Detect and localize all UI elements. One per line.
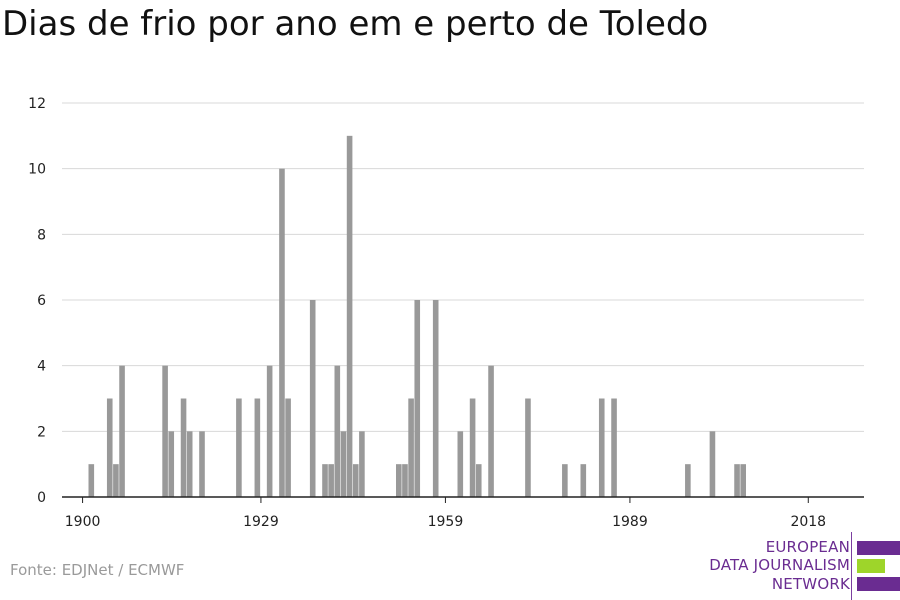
- bar-1981: [580, 464, 587, 497]
- bar-1998: [685, 464, 691, 497]
- y-tick-label: 0: [37, 490, 46, 506]
- bar-1925: [236, 398, 242, 497]
- bar-1933: [285, 398, 291, 497]
- y-tick-label: 2: [37, 424, 46, 440]
- x-axis-ticks: 1900 1929 1959 1989 2018: [65, 497, 826, 530]
- y-axis-labels: 0 2 4 6 8 10 12: [28, 96, 46, 506]
- x-tick-label: 2018: [790, 514, 826, 530]
- bar-1917: [186, 431, 193, 497]
- bar-1932: [279, 168, 285, 497]
- bar-1928: [254, 398, 261, 497]
- bar-2002: [709, 431, 716, 497]
- x-tick-label: 1929: [243, 514, 279, 530]
- logo-line-network: NETWORK: [771, 575, 850, 593]
- bar-1941: [334, 365, 341, 497]
- bar-1940: [328, 464, 334, 497]
- bar-1913: [162, 365, 168, 497]
- bar-1919: [199, 431, 205, 497]
- logo-bar-bottom: [857, 577, 900, 591]
- bar-1937: [309, 300, 316, 497]
- bar-1939: [322, 464, 328, 497]
- bar-1984: [598, 398, 605, 497]
- bar-1906: [119, 365, 125, 497]
- bar-1942: [340, 431, 347, 497]
- x-tick-label: 1900: [65, 514, 101, 530]
- bar-1966: [488, 365, 494, 497]
- bar-1963: [469, 398, 476, 497]
- source-note: Fonte: EDJNet / ECMWF: [10, 561, 185, 579]
- logo-bar-middle: [857, 559, 885, 573]
- logo-bar-top: [857, 541, 900, 555]
- bar-1953: [408, 398, 414, 497]
- bar-1905: [113, 464, 119, 497]
- bar-1986: [611, 398, 617, 497]
- logo-divider: [851, 532, 852, 600]
- bar-1901: [88, 464, 95, 497]
- bar-2006: [734, 464, 740, 497]
- x-tick-label: 1989: [612, 514, 648, 530]
- bar-1954: [414, 300, 421, 497]
- bar-1930: [266, 365, 273, 497]
- y-tick-label: 8: [37, 227, 46, 243]
- bar-1914: [168, 431, 175, 497]
- bar-2007: [740, 464, 746, 497]
- chart-title: Dias de frio por ano em e perto de Toled…: [2, 4, 709, 44]
- bar-1943: [346, 135, 353, 498]
- bar-1957: [432, 300, 439, 497]
- gridlines: [62, 102, 864, 432]
- edjnet-logo: EUROPEAN DATA JOURNALISM NETWORK: [704, 532, 900, 600]
- y-tick-label: 4: [37, 359, 46, 375]
- bar-1952: [402, 464, 408, 497]
- y-tick-label: 6: [37, 293, 46, 309]
- y-tick-label: 12: [28, 96, 46, 112]
- bar-1961: [457, 431, 464, 497]
- y-tick-label: 10: [28, 162, 46, 178]
- logo-line-data-journalism: DATA JOURNALISM: [709, 556, 850, 574]
- x-tick-label: 1959: [428, 514, 464, 530]
- bar-1964: [475, 464, 482, 497]
- bar-1904: [106, 398, 113, 497]
- logo-line-european: EUROPEAN: [765, 538, 850, 556]
- bar-1972: [525, 398, 531, 497]
- bar-1945: [359, 431, 365, 497]
- bar-1944: [352, 464, 359, 497]
- bar-1978: [562, 464, 568, 497]
- bar-1916: [180, 398, 187, 497]
- bar-1951: [396, 464, 402, 497]
- bars: [88, 135, 746, 498]
